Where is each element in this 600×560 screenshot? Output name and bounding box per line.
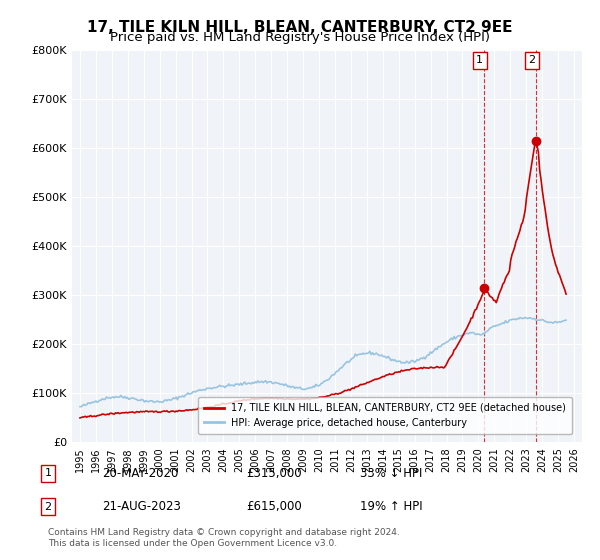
Text: 17, TILE KILN HILL, BLEAN, CANTERBURY, CT2 9EE: 17, TILE KILN HILL, BLEAN, CANTERBURY, C… bbox=[87, 20, 513, 35]
Text: 2: 2 bbox=[44, 502, 52, 512]
Text: 1: 1 bbox=[476, 55, 483, 65]
Text: Contains HM Land Registry data © Crown copyright and database right 2024.
This d: Contains HM Land Registry data © Crown c… bbox=[48, 528, 400, 548]
Text: 19% ↑ HPI: 19% ↑ HPI bbox=[360, 500, 422, 514]
Text: 2: 2 bbox=[528, 55, 535, 65]
Text: 20-MAY-2020: 20-MAY-2020 bbox=[102, 466, 178, 480]
Text: Price paid vs. HM Land Registry's House Price Index (HPI): Price paid vs. HM Land Registry's House … bbox=[110, 31, 490, 44]
Text: £615,000: £615,000 bbox=[246, 500, 302, 514]
Text: £315,000: £315,000 bbox=[246, 466, 302, 480]
Text: 33% ↓ HPI: 33% ↓ HPI bbox=[360, 466, 422, 480]
Legend: 17, TILE KILN HILL, BLEAN, CANTERBURY, CT2 9EE (detached house), HPI: Average pr: 17, TILE KILN HILL, BLEAN, CANTERBURY, C… bbox=[198, 397, 572, 433]
Text: 21-AUG-2023: 21-AUG-2023 bbox=[102, 500, 181, 514]
Text: 1: 1 bbox=[44, 468, 52, 478]
